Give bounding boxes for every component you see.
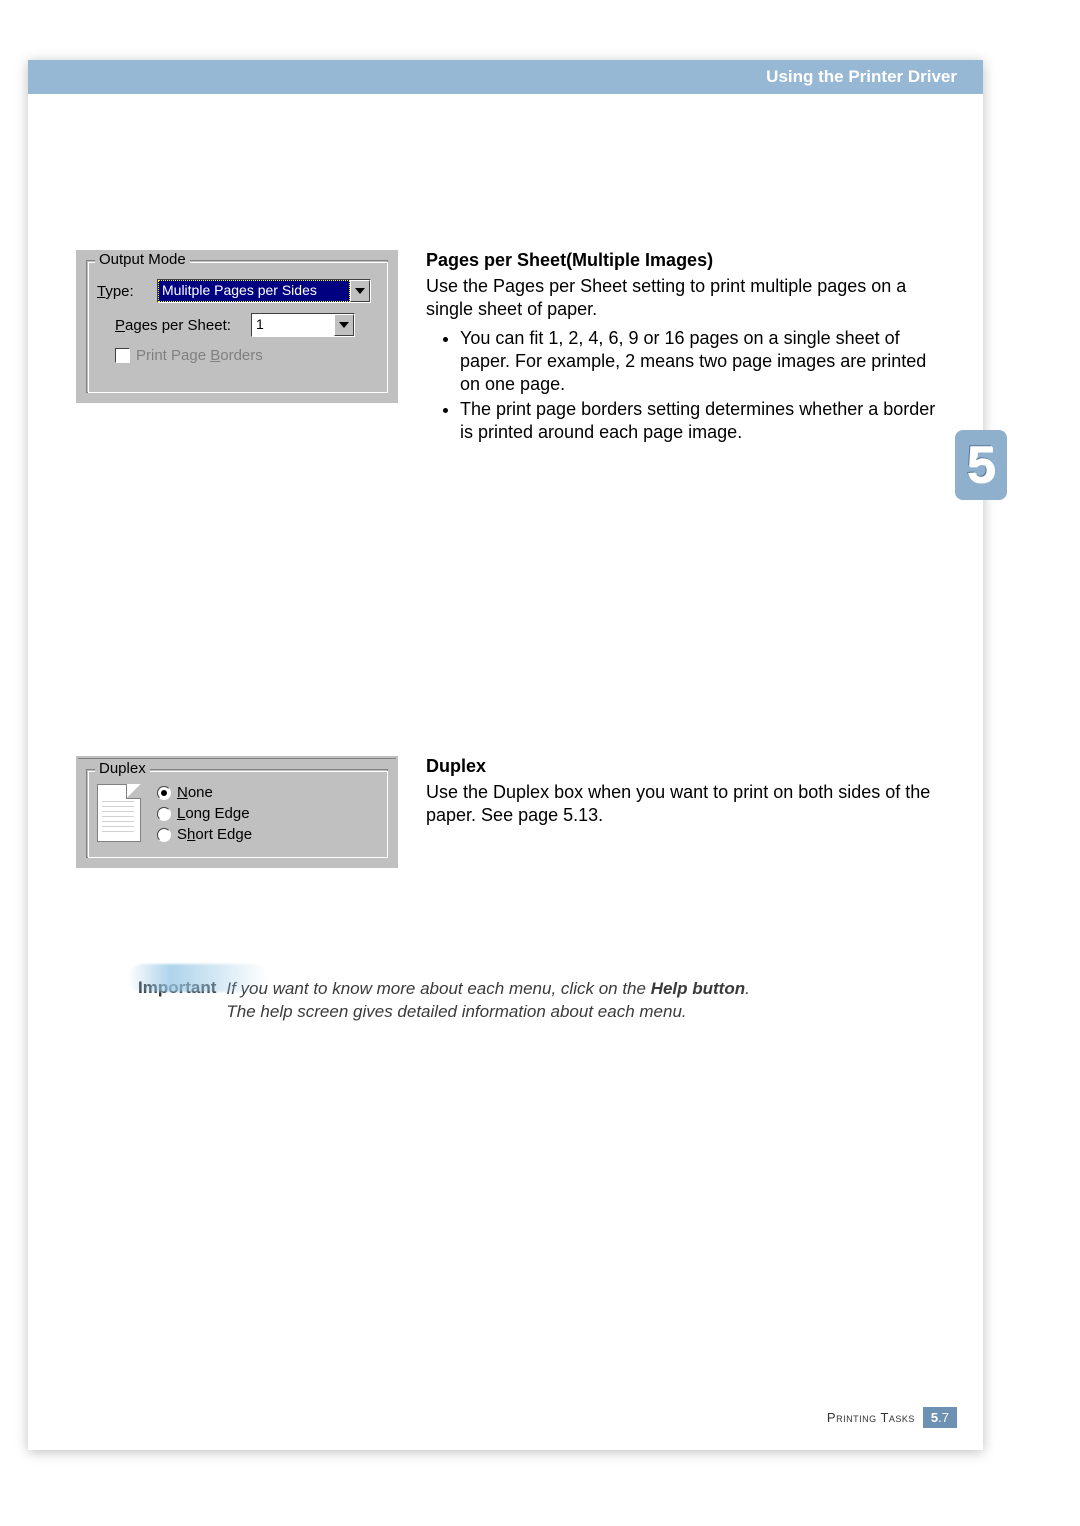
chapter-number: 5 — [967, 435, 996, 495]
header-title: Using the Printer Driver — [766, 67, 957, 87]
pps-bullet: The print page borders setting determine… — [460, 398, 936, 444]
duplex-radio-group: None Long Edge Short Edge — [157, 784, 252, 843]
page-content: Output Mode Type: Mulitple Pages per Sid… — [76, 250, 936, 868]
duplex-long-edge-label: Long Edge — [177, 805, 250, 822]
duplex-title: Duplex — [426, 756, 936, 777]
duplex-long-edge-radio[interactable] — [157, 807, 171, 821]
chevron-down-icon[interactable] — [350, 280, 370, 302]
footer-page-number: 5.7 — [923, 1407, 957, 1428]
duplex-text: Use the Duplex box when you want to prin… — [426, 781, 936, 827]
type-label: Type: — [97, 283, 157, 300]
duplex-screenshot: Duplex None Long Edge — [76, 756, 398, 868]
duplex-legend: Duplex — [95, 760, 150, 777]
pps-intro: Use the Pages per Sheet setting to print… — [426, 275, 936, 321]
pages-per-sheet-combobox[interactable]: 1 — [251, 313, 355, 337]
footer-section-label: Printing Tasks — [827, 1410, 915, 1425]
duplex-none-radio[interactable] — [157, 786, 171, 800]
duplex-short-edge-radio[interactable] — [157, 828, 171, 842]
duplex-section: Duplex Use the Duplex box when you want … — [426, 756, 936, 827]
important-note: Important If you want to know more about… — [138, 978, 918, 1024]
manual-page: Using the Printer Driver 5 Output Mode T… — [28, 60, 983, 1450]
header-band: Using the Printer Driver — [28, 60, 983, 94]
duplex-none-label: None — [177, 784, 213, 801]
pages-per-sheet-label: Pages per Sheet: — [115, 317, 251, 334]
type-combobox-value: Mulitple Pages per Sides — [158, 280, 350, 302]
pps-bullets: You can fit 1, 2, 4, 6, 9 or 16 pages on… — [460, 327, 936, 444]
output-mode-screenshot: Output Mode Type: Mulitple Pages per Sid… — [76, 250, 398, 403]
chapter-tab-badge: 5 — [955, 430, 1007, 500]
document-icon — [97, 784, 141, 842]
chevron-down-icon[interactable] — [334, 314, 354, 336]
pages-per-sheet-value: 1 — [252, 314, 334, 336]
pages-per-sheet-section: Pages per Sheet(Multiple Images) Use the… — [426, 250, 936, 446]
type-combobox[interactable]: Mulitple Pages per Sides — [157, 279, 371, 303]
print-page-borders-label: Print Page Borders — [136, 347, 263, 364]
important-line1: If you want to know more about each menu… — [226, 979, 749, 998]
pps-bullet: You can fit 1, 2, 4, 6, 9 or 16 pages on… — [460, 327, 936, 396]
page-footer: Printing Tasks 5.7 — [827, 1407, 957, 1428]
important-line2: The help screen gives detailed informati… — [226, 1002, 686, 1021]
output-mode-legend: Output Mode — [95, 251, 190, 268]
print-page-borders-checkbox[interactable] — [115, 348, 130, 363]
duplex-short-edge-label: Short Edge — [177, 826, 252, 843]
swoosh-decoration — [128, 964, 268, 992]
pps-title: Pages per Sheet(Multiple Images) — [426, 250, 936, 271]
